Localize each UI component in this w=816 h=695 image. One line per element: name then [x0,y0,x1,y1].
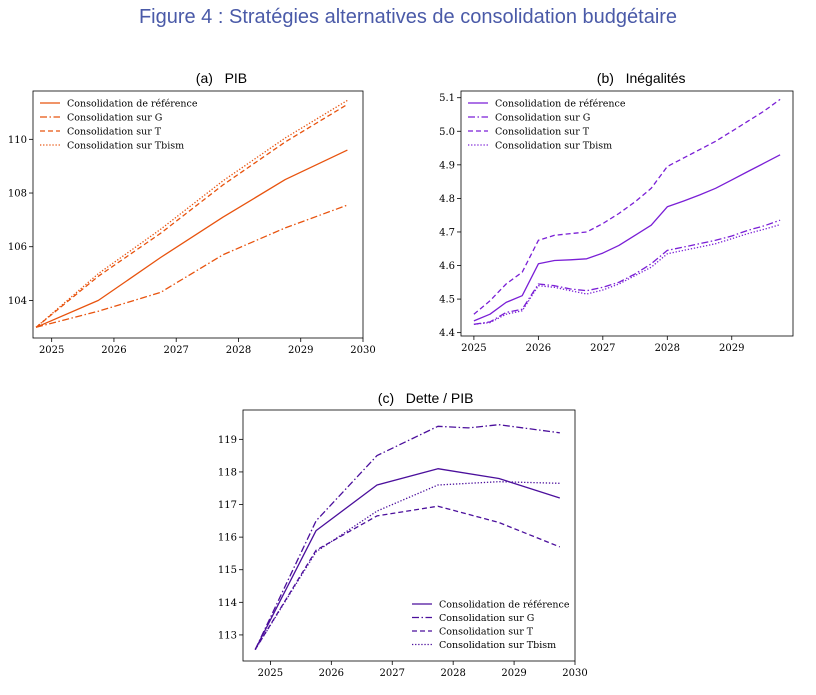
y-tick-label: 119 [218,435,237,446]
series-line-b-0 [473,154,781,322]
series-line-a-3 [35,99,348,328]
y-tick-label: 4.7 [439,227,455,238]
legend-label: Consolidation de référence [67,99,198,110]
y-tick-label: 4.4 [439,328,455,339]
panel-a-title: PIB [224,70,248,86]
chart-a: 2025 2026 2027 2028 2029 2030 104 106 108 110 Cons… [8,90,376,356]
legend-label: Consolidation de référence [439,600,570,611]
panel-a-letter: (a) [195,70,213,86]
y-tick-label: 5.1 [439,93,455,104]
x-tick-label: 2028 [655,343,680,354]
y-tick-label: 115 [218,565,237,576]
legend-label: Consolidation sur Tbism [439,640,556,651]
series-line-a-1 [35,204,348,328]
y-tick-label: 118 [218,467,237,478]
y-tick-label: 106 [8,242,27,253]
chart-c-frame [242,409,576,662]
chart-c: 2025 2026 2027 2028 2029 2030 113 114 115 116 117 1… [218,409,588,679]
y-tick-label: 116 [218,533,237,544]
y-tick-label: 4.5 [439,295,455,306]
legend-label: Consolidation sur T [67,127,162,138]
series-line-a-0 [35,149,348,328]
panel-a-label: (a) PIB [188,54,247,86]
panel-b-label: (b) Inégalités [589,54,686,86]
legend-label: Consolidation sur G [67,113,162,124]
x-tick-label: 2026 [526,343,551,354]
series-line-b-2 [473,98,781,315]
panel-b-title: Inégalités [625,70,686,86]
x-tick-label: 2030 [562,668,587,679]
y-tick-label: 4.9 [439,160,455,171]
panel-c-letter: (c) [377,390,395,406]
legend-label: Consolidation de référence [495,99,626,110]
panel-c-title: Dette / PIB [405,390,474,406]
x-tick-label: 2030 [350,345,375,356]
series-line-b-1 [473,219,781,325]
panel-b-letter: (b) [596,70,614,86]
figure-title: Figure 4 : Stratégies alternatives de co… [138,6,678,28]
y-tick-label: 113 [218,630,237,641]
series-line-c-1 [254,424,560,650]
x-tick-label: 2029 [288,345,313,356]
legend-label: Consolidation sur G [439,613,534,624]
y-tick-label: 4.8 [439,194,455,205]
x-tick-label: 2027 [590,343,615,354]
x-tick-label: 2028 [440,668,465,679]
legend-label: Consolidation sur Tbism [67,141,184,152]
x-tick-label: 2027 [380,668,405,679]
x-tick-label: 2028 [226,345,251,356]
y-tick-label: 108 [8,189,27,200]
y-tick-label: 110 [8,135,27,146]
chart-b: 2025 2026 2027 2028 2029 4.4 4.5 4.6 4.7 4.8 4.9 5.… [439,90,794,354]
x-tick-label: 2025 [39,345,64,356]
y-tick-label: 104 [8,296,27,307]
series-line-c-2 [254,505,561,650]
x-tick-label: 2026 [101,345,126,356]
legend-label: Consolidation sur Tbism [495,141,612,152]
x-tick-label: 2025 [461,343,486,354]
y-tick-label: 5.0 [439,127,455,138]
y-tick-label: 114 [218,598,237,609]
x-tick-label: 2025 [258,668,283,679]
x-tick-label: 2029 [501,668,526,679]
chart-a-frame [32,90,364,339]
x-tick-label: 2027 [163,345,188,356]
y-tick-label: 117 [218,500,237,511]
panel-c-label: (c) Dette / PIB [370,374,474,406]
legend-label: Consolidation sur G [495,113,590,124]
series-line-c-3 [254,481,560,650]
y-tick-label: 4.6 [439,261,455,272]
chart-b-frame [460,90,794,337]
x-tick-label: 2029 [719,343,744,354]
x-tick-label: 2026 [319,668,344,679]
legend-label: Consolidation sur T [495,127,590,138]
series-line-a-2 [35,103,348,328]
legend-label: Consolidation sur T [439,627,534,638]
